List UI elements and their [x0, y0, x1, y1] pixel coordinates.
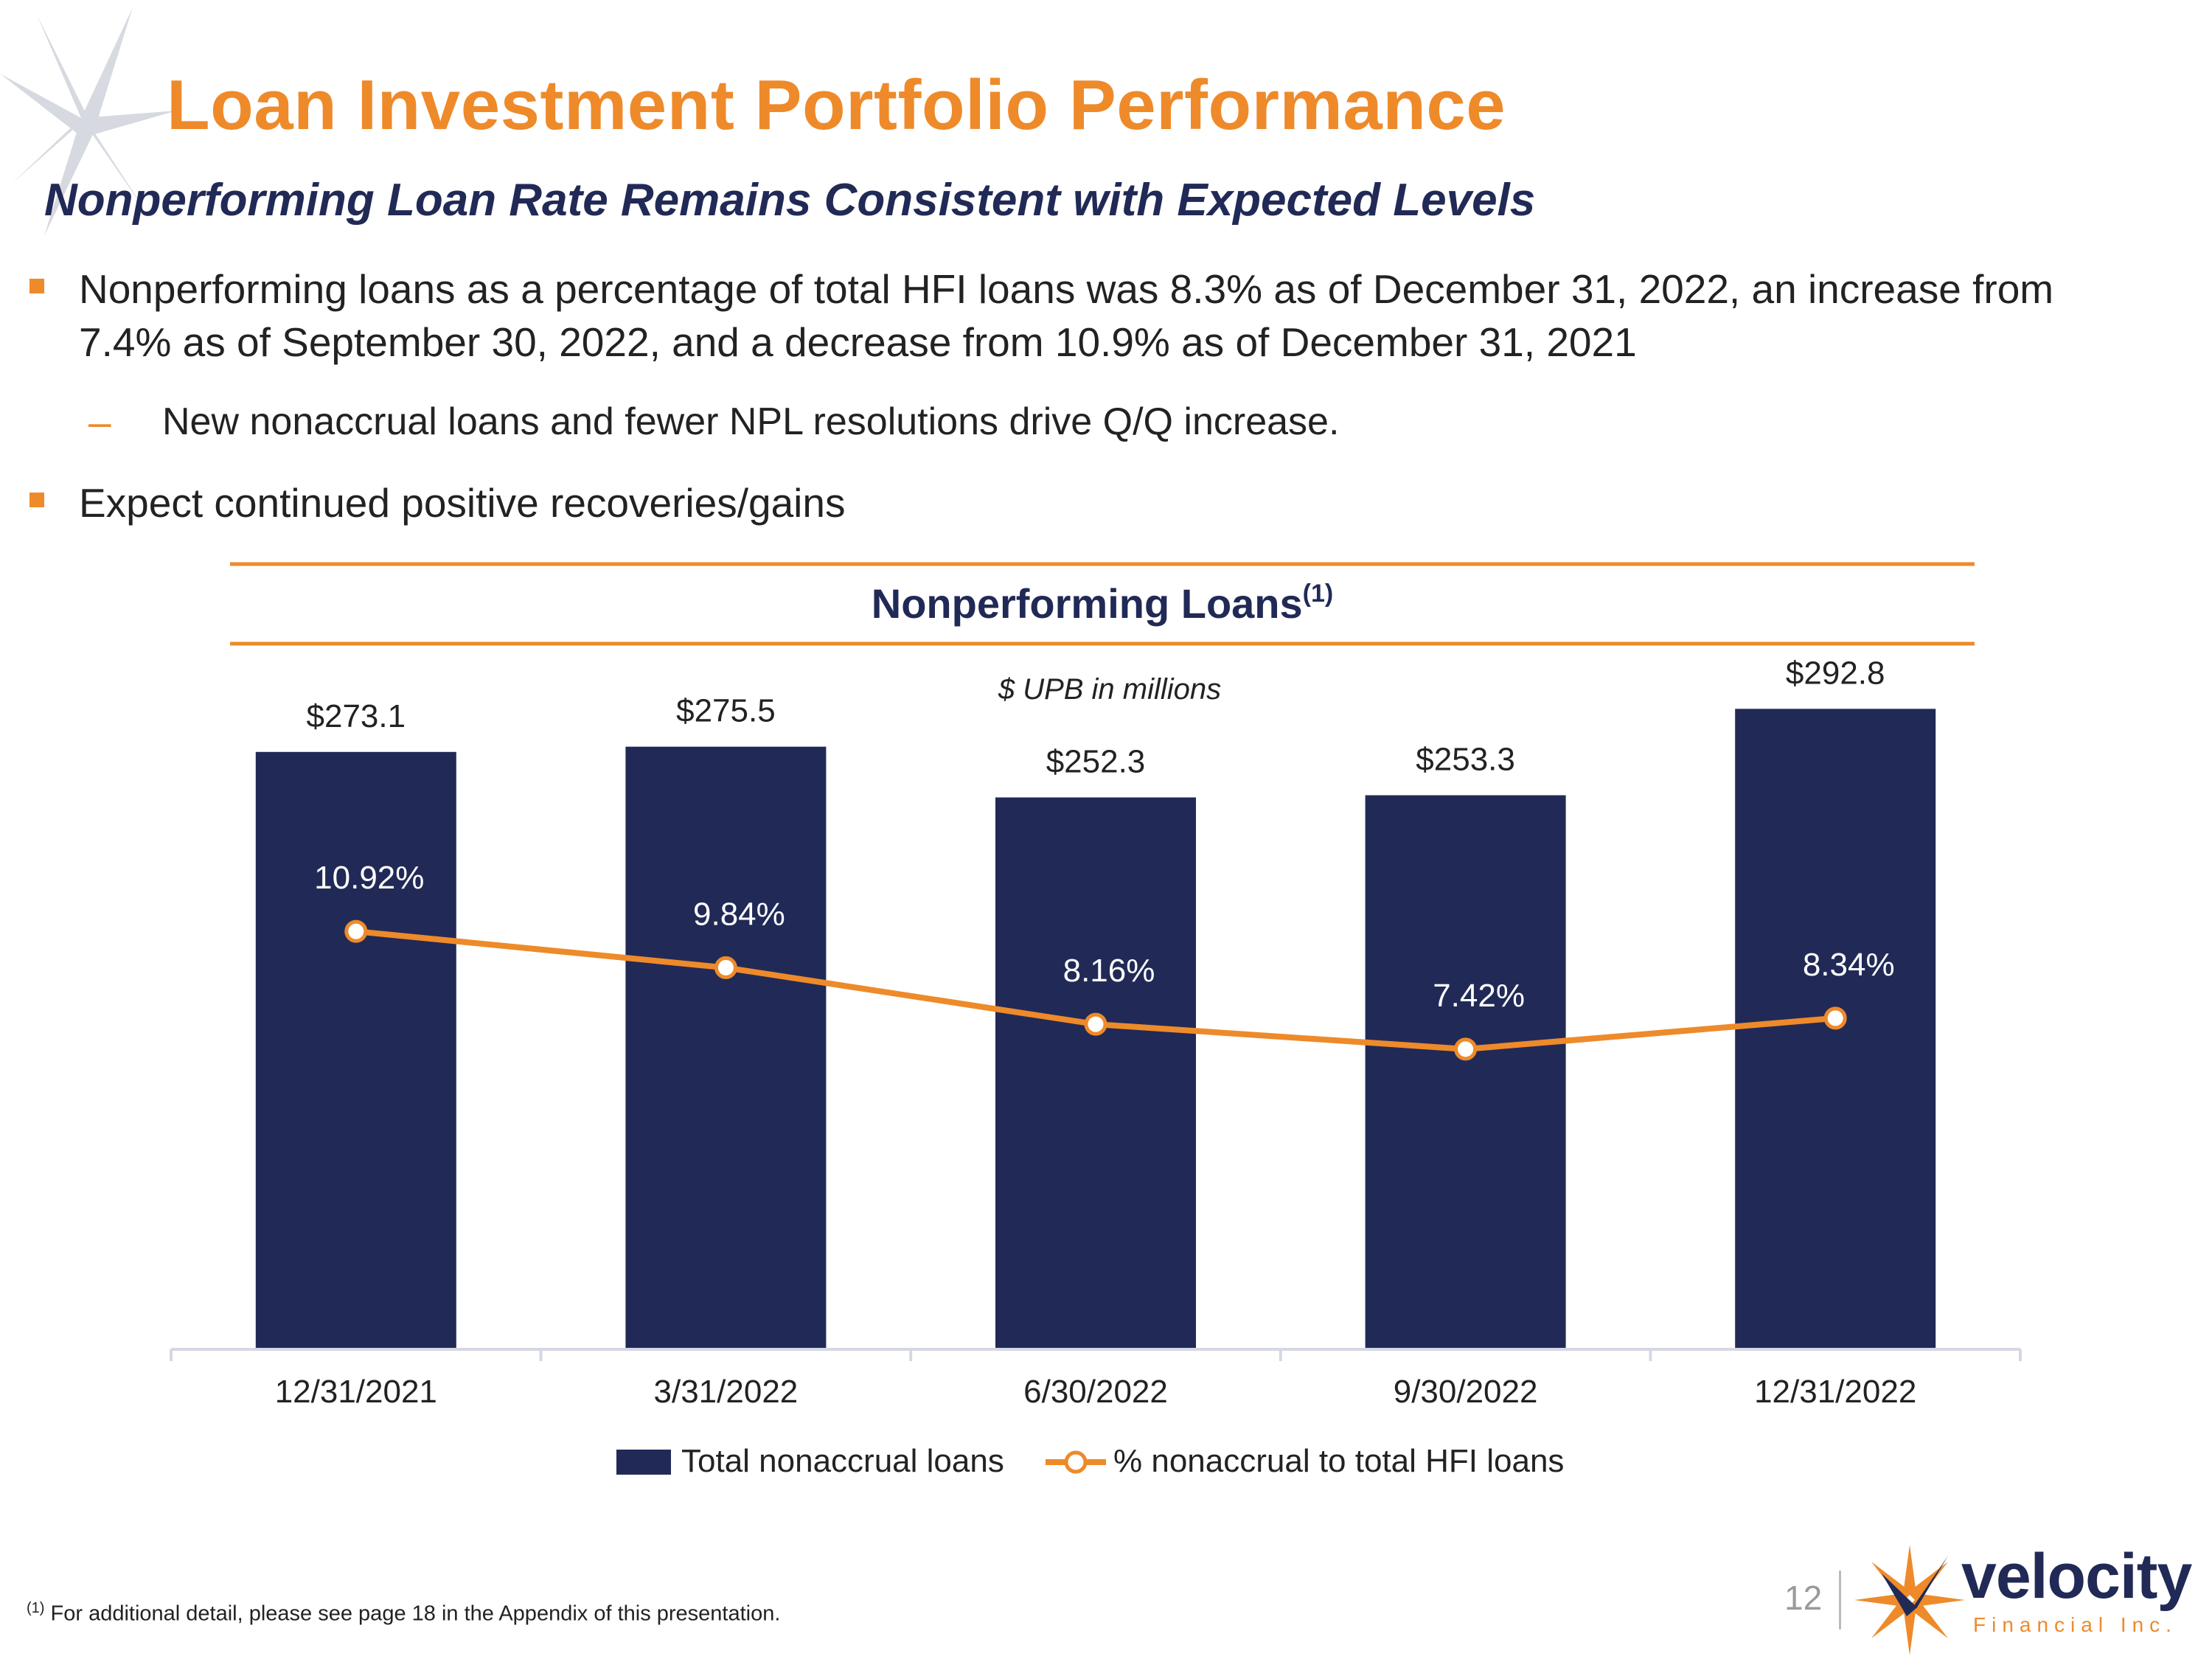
line-value-label: 8.34%: [1803, 947, 1895, 983]
x-tick-label: 12/31/2021: [275, 1374, 437, 1410]
bullet-line: Nonperforming loans as a percentage of t…: [79, 266, 2054, 312]
line-value-label: 7.42%: [1433, 978, 1525, 1014]
chart-unit-note: $ UPB in millions: [998, 673, 1221, 706]
page-subtitle: Nonperforming Loan Rate Remains Consiste…: [44, 175, 1536, 226]
x-tick-label: 12/31/2022: [1754, 1374, 1916, 1410]
sub-bullet-dash: –: [88, 399, 111, 445]
bar-value-label: $292.8: [1786, 655, 1885, 691]
footnote: (1) For additional detail, please see pa…: [27, 1600, 780, 1627]
line-point: [1823, 1006, 1847, 1030]
chart-title-text: Nonperforming Loans: [872, 580, 1303, 627]
bar-value-label: $253.3: [1416, 742, 1515, 778]
velocity-logo-wordmark: velocity: [1961, 1541, 2192, 1612]
line-value-label: 10.92%: [314, 860, 424, 896]
x-tick-label: 9/30/2022: [1394, 1374, 1538, 1410]
logo-star-watermark: [0, 7, 177, 236]
line-point: [1454, 1037, 1478, 1061]
legend-line-label: % nonaccrual to total HFI loans: [1113, 1443, 1564, 1479]
bullet-marker: [29, 493, 44, 507]
x-tick-label: 6/30/2022: [1023, 1374, 1168, 1410]
line-value-label: 9.84%: [693, 896, 785, 932]
line-point: [714, 956, 737, 979]
bar-value-label: $273.1: [307, 698, 406, 734]
page-number-divider: [1839, 1571, 1841, 1630]
legend-line-marker: [1064, 1450, 1088, 1474]
bar: [625, 746, 827, 1349]
bullet-line: 7.4% as of September 30, 2022, and a dec…: [79, 319, 1637, 365]
bullet-marker: [29, 279, 44, 293]
x-tick-label: 3/31/2022: [654, 1374, 799, 1410]
bar-value-label: $275.5: [676, 693, 776, 729]
line-value-label: 8.16%: [1063, 953, 1155, 989]
bar: [255, 751, 456, 1349]
bar: [1365, 795, 1566, 1349]
chart-title-sup: (1): [1303, 580, 1334, 608]
bullet-text: Expect continued positive recoveries/gai…: [79, 480, 846, 526]
sub-bullet-text: New nonaccrual loans and fewer NPL resol…: [162, 400, 1340, 443]
page-title: Loan Investment Portfolio Performance: [167, 66, 1506, 145]
velocity-logo-star-icon: [1854, 1545, 1965, 1655]
legend-bar-label: Total nonaccrual loans: [681, 1443, 1004, 1479]
line-point: [1084, 1012, 1107, 1036]
bullet-text: Nonperforming loans as a percentage of t…: [79, 262, 2202, 369]
line-point: [344, 919, 368, 943]
bar-value-label: $252.3: [1046, 744, 1146, 780]
footnote-text: For additional detail, please see page 1…: [50, 1601, 781, 1626]
chart-title: Nonperforming Loans(1): [872, 580, 1333, 627]
bar: [995, 797, 1196, 1349]
velocity-logo-tagline: Financial Inc.: [1973, 1613, 2177, 1636]
footnote-marker: (1): [27, 1600, 45, 1616]
page-number: 12: [1784, 1579, 1823, 1617]
legend-bar-swatch: [616, 1450, 671, 1475]
